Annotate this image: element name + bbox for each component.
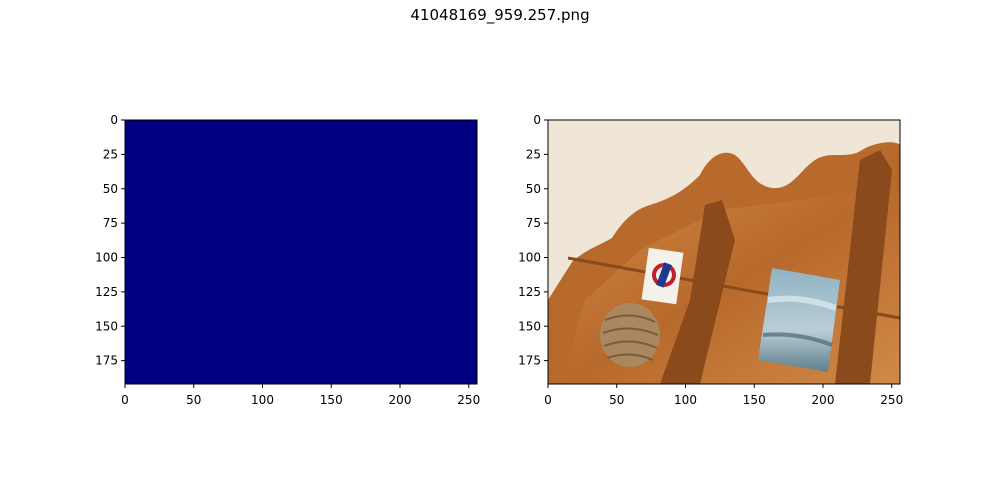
photo-y-tick-label: 125 bbox=[518, 285, 541, 299]
mask-x-tick-label: 250 bbox=[457, 393, 480, 407]
mask-x-tick-label: 50 bbox=[186, 393, 201, 407]
mask-axes-frame bbox=[124, 119, 478, 385]
mask-y-tick-label: 50 bbox=[103, 182, 118, 196]
photo-y-tick-label: 150 bbox=[518, 319, 541, 333]
photo-x-tick-label: 250 bbox=[880, 393, 903, 407]
photo-y-tick-label: 100 bbox=[518, 251, 541, 265]
mask-x-tick-label: 100 bbox=[251, 393, 274, 407]
photo-x-tick-label: 150 bbox=[743, 393, 766, 407]
mask-y-tick-label: 125 bbox=[95, 285, 118, 299]
rope-coil bbox=[600, 303, 660, 367]
shelf-divider-right bbox=[835, 150, 892, 384]
photo-y-tick-label: 75 bbox=[526, 216, 541, 230]
mask-y-tick-label: 75 bbox=[103, 216, 118, 230]
mask-y-tick-label: 25 bbox=[103, 147, 118, 161]
round-sign bbox=[641, 247, 684, 305]
mask-x-tick-label: 200 bbox=[389, 393, 412, 407]
photo-y-tick-label: 175 bbox=[518, 354, 541, 368]
small-painting bbox=[758, 268, 840, 372]
photo-x-tick-label: 0 bbox=[544, 393, 552, 407]
shelf-divider-left bbox=[660, 200, 735, 384]
mask-y-tick-label: 100 bbox=[95, 251, 118, 265]
photo-y-tick-label: 25 bbox=[526, 147, 541, 161]
shelf-photo bbox=[548, 120, 900, 384]
mask-x-tick-label: 0 bbox=[121, 393, 129, 407]
photo-panel: 0 50 100 150 200 250 0 25 50 75 100 125 150 175 bbox=[518, 113, 903, 407]
mask-y-tick-label: 0 bbox=[110, 113, 118, 127]
mask-axis-ticks: 0 50 100 150 200 250 0 25 50 75 100 125 150 175 bbox=[95, 113, 480, 407]
photo-y-tick-label: 50 bbox=[526, 182, 541, 196]
photo-axis-ticks: 0 50 100 150 200 250 0 25 50 75 100 125 150 175 bbox=[518, 113, 903, 407]
photo-x-tick-label: 200 bbox=[812, 393, 835, 407]
mask-image bbox=[125, 120, 477, 384]
mask-panel: 0 50 100 150 200 250 0 25 50 75 100 125 150 175 bbox=[95, 113, 480, 407]
photo-y-tick-label: 0 bbox=[533, 113, 541, 127]
photo-x-tick-label: 100 bbox=[674, 393, 697, 407]
mask-y-tick-label: 175 bbox=[95, 354, 118, 368]
figure-title: 41048169_959.257.png bbox=[410, 6, 590, 24]
photo-x-tick-label: 50 bbox=[609, 393, 624, 407]
photo-axes-frame bbox=[547, 119, 901, 385]
mask-x-tick-label: 150 bbox=[320, 393, 343, 407]
mask-y-tick-label: 150 bbox=[95, 319, 118, 333]
